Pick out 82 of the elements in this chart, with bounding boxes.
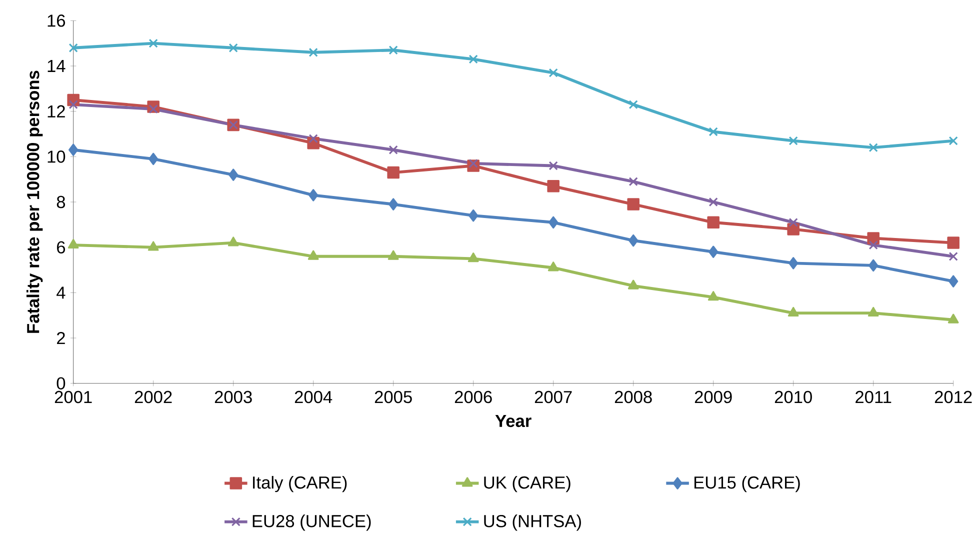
point — [148, 152, 158, 166]
point — [468, 158, 478, 168]
x-axis-title: Year — [495, 414, 532, 428]
point — [387, 166, 400, 179]
y-tick-label: 0 — [56, 377, 66, 390]
point — [148, 104, 158, 114]
point — [228, 168, 238, 181]
point — [548, 262, 559, 272]
x-tick-label: 2009 — [694, 390, 732, 404]
x-tick-label: 2005 — [374, 390, 412, 404]
x-tick-label: 2011 — [856, 390, 892, 404]
point — [148, 38, 158, 48]
point — [788, 136, 798, 146]
point — [308, 189, 318, 202]
y-tick-label: 16 — [48, 14, 66, 27]
y-tick-label: 2 — [57, 332, 65, 344]
legend-label: Italy (CARE) — [253, 476, 347, 492]
point — [868, 306, 879, 317]
point — [628, 100, 638, 110]
point — [868, 240, 878, 250]
point — [388, 145, 398, 154]
point — [787, 223, 800, 236]
y-tick-label: 6 — [57, 241, 66, 254]
point — [547, 180, 560, 192]
x-tick-label: 2010 — [774, 390, 812, 404]
point — [548, 216, 558, 229]
point — [148, 241, 159, 251]
point — [228, 43, 238, 52]
point — [68, 144, 78, 156]
point — [628, 234, 638, 247]
point — [308, 250, 319, 260]
point — [388, 46, 398, 55]
point — [68, 43, 78, 52]
point — [628, 280, 639, 290]
x-tick-label: 2002 — [134, 390, 172, 404]
point — [68, 238, 79, 249]
y-tick-label: 12 — [48, 105, 65, 118]
y-tick-label: 14 — [48, 60, 66, 72]
legend-label: UK (CARE) — [484, 476, 570, 492]
legend-label: US (NHTSA) — [484, 514, 581, 531]
point — [468, 252, 479, 262]
point — [788, 306, 799, 317]
y-tick-label: 4 — [56, 286, 66, 299]
point — [948, 275, 958, 288]
point — [708, 127, 718, 136]
point — [628, 177, 638, 186]
point — [707, 216, 720, 229]
x-tick-label: 2008 — [614, 390, 652, 404]
point — [228, 236, 239, 246]
point — [947, 236, 960, 249]
point — [388, 198, 398, 210]
point — [708, 291, 719, 301]
point — [948, 252, 958, 261]
x-tick-label: 2006 — [454, 390, 492, 404]
point — [868, 259, 878, 272]
legend-label: EU15 (CARE) — [694, 476, 800, 492]
x-tick-label: 2004 — [294, 390, 332, 404]
x-tick-label: 2003 — [214, 390, 252, 404]
point — [788, 257, 798, 270]
point — [627, 198, 640, 210]
point — [868, 143, 878, 152]
point — [468, 54, 478, 64]
legend-label: EU28 (UNECE) — [252, 514, 371, 531]
point — [867, 232, 880, 244]
x-tick-label: 2001 — [54, 390, 92, 404]
point — [548, 68, 558, 78]
point — [548, 161, 558, 170]
point — [68, 100, 78, 110]
x-tick-label: 2012 — [934, 390, 972, 404]
y-tick-label: 8 — [56, 196, 66, 208]
point — [308, 134, 318, 144]
point — [708, 197, 718, 207]
y-axis-title: Fatality rate per 100000 persons — [26, 70, 43, 333]
point — [308, 48, 318, 57]
point — [948, 136, 958, 146]
y-tick-label: 10 — [48, 150, 66, 163]
x-tick-label: 2007 — [534, 390, 572, 404]
point — [468, 209, 478, 222]
point — [708, 246, 718, 258]
point — [388, 250, 399, 260]
point — [948, 314, 959, 324]
point — [788, 218, 798, 227]
